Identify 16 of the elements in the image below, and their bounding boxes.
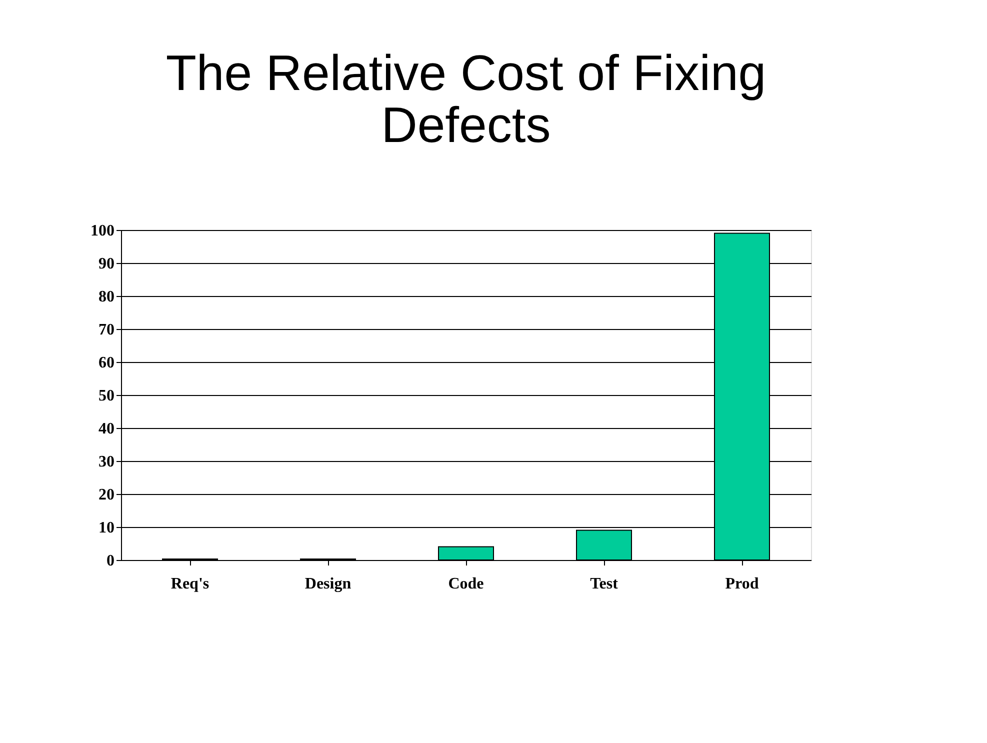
x-tick-label: Design	[304, 576, 352, 592]
y-tick-label: 50	[98, 388, 114, 404]
y-tick-label: 0	[106, 552, 114, 570]
y-tick-label: 40	[98, 420, 114, 438]
y-tick-label: 90	[98, 256, 114, 272]
x-tick-label: Test	[590, 576, 619, 592]
y-tick-label: 70	[98, 322, 114, 338]
y-tick-label: 30	[98, 454, 114, 470]
x-tick-label: Code	[448, 576, 484, 592]
y-tick-label: 20	[98, 486, 114, 504]
y-tick-label: 60	[98, 354, 114, 372]
x-tick-label: Prod	[725, 576, 759, 592]
y-tick-label: 80	[98, 288, 114, 306]
y-tick-label: 10	[98, 520, 114, 536]
y-tick-label: 100	[90, 222, 114, 240]
x-tick-label: Req's	[170, 576, 210, 592]
